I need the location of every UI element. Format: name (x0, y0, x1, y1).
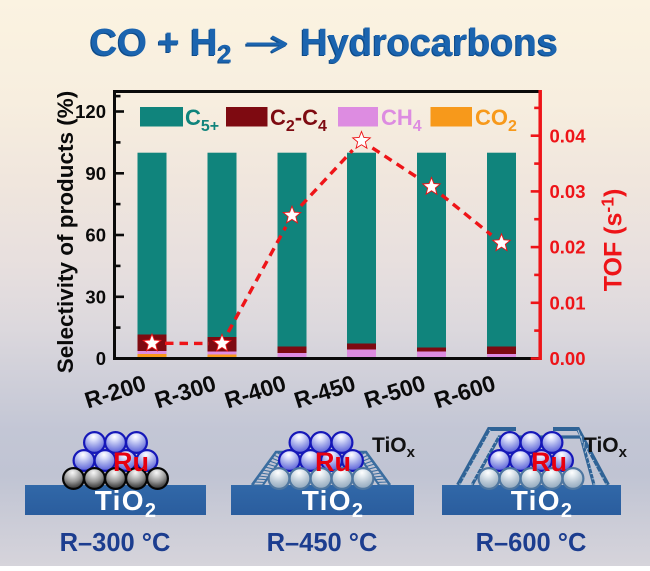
svg-text:0.00: 0.00 (550, 348, 586, 369)
svg-text:Hydrocarbons: Hydrocarbons (301, 22, 559, 64)
svg-text:Ru: Ru (113, 447, 149, 477)
svg-text:R–600 °C: R–600 °C (476, 529, 587, 557)
svg-text:30: 30 (85, 286, 106, 307)
svg-text:0: 0 (96, 348, 106, 369)
svg-text:0.04: 0.04 (550, 125, 587, 146)
svg-text:R–300 °C: R–300 °C (60, 529, 171, 557)
svg-text:0.01: 0.01 (550, 292, 586, 313)
svg-text:Ru: Ru (531, 447, 567, 477)
svg-text:CO + H2: CO + H2 (90, 22, 232, 69)
svg-text:120: 120 (75, 101, 106, 122)
svg-text:90: 90 (85, 163, 106, 184)
svg-text:0.03: 0.03 (550, 181, 586, 202)
svg-text:R–450 °C: R–450 °C (267, 529, 378, 557)
svg-text:60: 60 (85, 225, 106, 246)
svg-text:Selectivity of products (%): Selectivity of products (%) (53, 91, 78, 374)
svg-text:Ru: Ru (315, 447, 351, 477)
svg-text:0.02: 0.02 (550, 237, 586, 258)
